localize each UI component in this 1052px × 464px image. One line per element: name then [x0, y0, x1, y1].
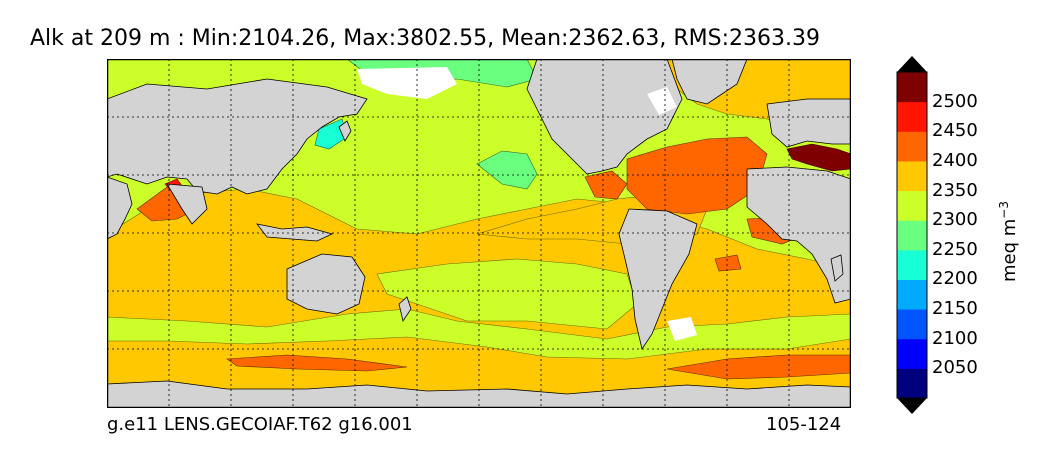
land-europe	[766, 98, 852, 148]
missing-southern	[667, 317, 697, 341]
colorbar-swatch	[897, 190, 927, 221]
colorbar-swatch	[897, 160, 927, 192]
run-name-label: g.e11 LENS.GECOIAF.T62 g16.001	[107, 414, 413, 435]
colorbar-tick-label: 2050	[932, 357, 978, 379]
land-africa-main	[746, 166, 852, 304]
land-indonesia	[256, 223, 334, 242]
missing-arctic	[357, 67, 457, 99]
land-north-america	[526, 58, 683, 175]
colorbar-unit-label: meq m−3	[997, 201, 1020, 282]
land-south-america	[618, 208, 698, 350]
colorbar-tick-label: 2400	[932, 149, 978, 171]
unit-text: meq m	[999, 218, 1020, 282]
land-madagascar	[830, 254, 844, 282]
map-plot	[106, 58, 852, 409]
colorbar-scale	[896, 56, 928, 414]
land-australia	[286, 253, 366, 315]
colorbar-swatch	[897, 309, 927, 340]
map-frame	[106, 58, 852, 409]
map-title: Alk at 209 m : Min:2104.26, Max:3802.55,…	[30, 26, 821, 51]
year-range-label: 105-124	[766, 414, 842, 435]
contour-2325-south-pacific	[376, 258, 638, 330]
colorbar-tick-label: 2200	[932, 268, 978, 290]
colorbar-over-triangle	[897, 56, 927, 72]
colorbar: 2050 2100 2150 2200 2250 2300 2350 2400 2450 2500	[892, 52, 1042, 418]
colorbar-tick-label: 2100	[932, 327, 978, 349]
colorbar-swatch	[897, 131, 927, 162]
contour-2400-south-atlantic	[714, 254, 742, 272]
colorbar-under-triangle	[897, 398, 927, 414]
colorbar-swatch	[897, 249, 927, 280]
colorbar-tick-label: 2300	[932, 209, 978, 231]
colorbar-swatch	[897, 220, 927, 251]
colorbar-tick-label: 2150	[932, 298, 978, 320]
colorbar-tick-label: 2350	[932, 179, 978, 201]
colorbar-swatch	[897, 72, 927, 103]
land-new-zealand	[398, 296, 412, 322]
colorbar-swatch	[897, 368, 927, 399]
land-japan	[338, 120, 352, 142]
missing-data-mask	[357, 67, 697, 341]
colorbar-swatch	[897, 101, 927, 132]
colorbar-tick-label: 2500	[932, 90, 978, 112]
contour-2275-ne-pacific	[476, 150, 538, 190]
land-india	[166, 183, 208, 225]
colorbar-tick-label: 2450	[932, 120, 978, 142]
missing-hudson	[647, 87, 677, 115]
contour-2400-southern-indian	[226, 354, 408, 372]
colorbar-frame	[896, 71, 928, 399]
map-panel	[106, 58, 852, 409]
land-eurasia	[106, 78, 368, 195]
grid-lines	[107, 59, 851, 408]
unit-exponent: −3	[997, 201, 1011, 219]
colorbar-swatch	[897, 338, 927, 369]
contour-2400-caribbean	[584, 170, 628, 200]
colorbar-swatch	[897, 279, 927, 310]
colorbar-tick-label: 2250	[932, 238, 978, 260]
